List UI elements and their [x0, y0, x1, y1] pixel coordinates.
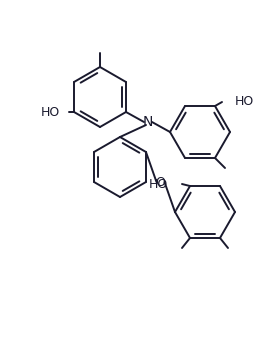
Text: O: O: [156, 176, 166, 189]
Text: N: N: [143, 115, 153, 129]
Text: HO: HO: [149, 177, 168, 190]
Text: HO: HO: [41, 106, 60, 119]
Text: HO: HO: [235, 95, 254, 107]
